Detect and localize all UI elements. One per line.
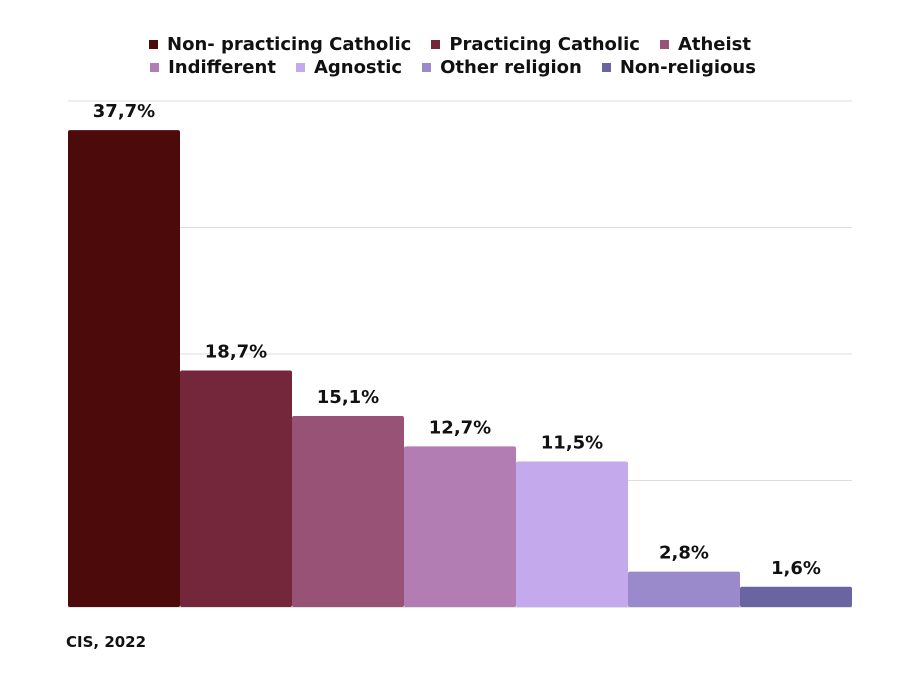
legend-item-non-religious: Non-religious	[601, 57, 756, 78]
bar-4	[516, 461, 628, 607]
bar-3	[404, 446, 516, 607]
data-label-4: 11,5%	[541, 433, 603, 454]
legend-item-indifferent: Indifferent	[150, 57, 276, 78]
legend-swatch	[150, 63, 160, 72]
data-label-0: 37,7%	[93, 101, 155, 122]
legend-swatch	[659, 40, 669, 49]
legend-item-agnostic: Agnostic	[295, 57, 403, 78]
data-label-2: 15,1%	[317, 387, 379, 408]
source-note: CIS, 2022	[66, 633, 147, 651]
bar-1	[180, 370, 292, 607]
data-label-3: 12,7%	[429, 417, 491, 438]
chart-legend: Non- practicing Catholic Practicing Cath…	[0, 33, 900, 79]
legend-label: Non-religious	[619, 57, 756, 78]
legend-label: Atheist	[677, 34, 751, 55]
legend-item-practicing-catholic: Practicing Catholic	[431, 34, 640, 55]
legend-row-1: Non- practicing Catholic Practicing Cath…	[0, 33, 900, 56]
data-label-1: 18,7%	[205, 341, 267, 362]
legend-label: Non- practicing Catholic	[167, 34, 412, 55]
data-label-6: 1,6%	[771, 558, 821, 579]
legend-label: Practicing Catholic	[449, 34, 640, 55]
legend-swatch	[601, 63, 611, 72]
legend-swatch	[149, 40, 159, 49]
legend-swatch	[431, 40, 441, 49]
legend-swatch	[295, 63, 305, 72]
data-label-5: 2,8%	[659, 543, 709, 564]
legend-swatch	[422, 63, 432, 72]
legend-row-2: Indifferent Agnostic Other religion Non-…	[6, 56, 900, 79]
legend-label: Agnostic	[313, 57, 403, 78]
bar-2	[292, 415, 404, 607]
legend-label: Indifferent	[168, 57, 276, 78]
bar-0	[68, 130, 180, 607]
bar-5	[628, 571, 740, 607]
legend-item-atheist: Atheist	[659, 34, 751, 55]
legend-item-other-religion: Other religion	[422, 57, 582, 78]
legend-label: Other religion	[440, 57, 582, 78]
legend-item-non-practicing-catholic: Non- practicing Catholic	[149, 34, 411, 55]
bar-6	[740, 586, 852, 607]
